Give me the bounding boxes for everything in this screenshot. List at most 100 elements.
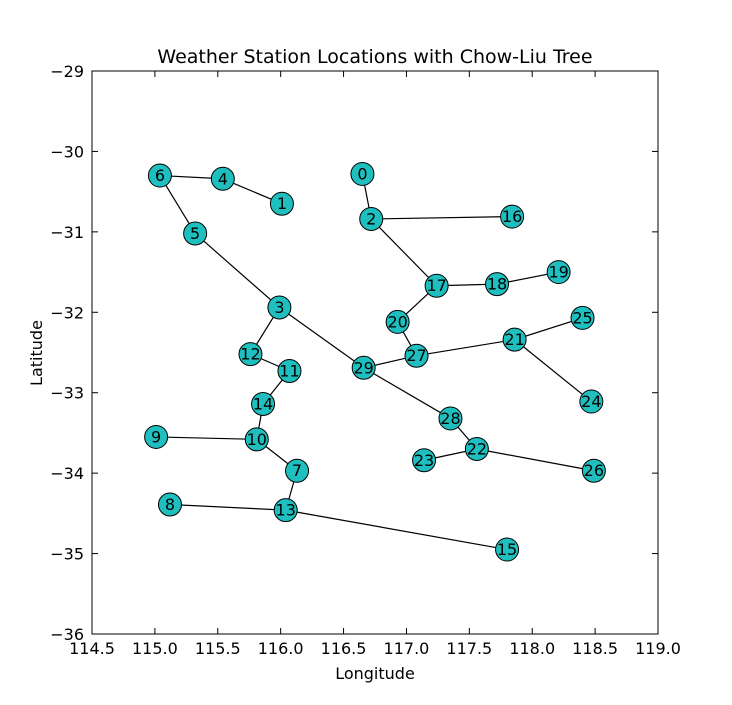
y-tick-label: −31	[50, 223, 84, 242]
station-node: 2	[359, 206, 384, 231]
station-marker	[424, 273, 449, 298]
station-node: 8	[157, 492, 182, 517]
tree-edge	[416, 339, 515, 357]
station-marker	[502, 327, 527, 352]
tree-edge	[371, 215, 513, 220]
station-label: 19	[548, 263, 568, 282]
y-tick-label: −35	[50, 545, 84, 564]
station-label: 4	[218, 169, 228, 188]
station-marker	[147, 163, 172, 188]
station-marker	[495, 537, 520, 562]
station-node: 4	[210, 166, 235, 191]
x-tick-label: 116.5	[321, 639, 367, 658]
station-node: 9	[144, 424, 169, 449]
station-node: 0	[350, 161, 375, 186]
station-label: 28	[440, 409, 460, 428]
station-node: 24	[579, 389, 604, 414]
station-marker	[500, 204, 525, 229]
station-node: 13	[273, 498, 298, 523]
station-marker	[269, 191, 294, 216]
station-node: 29	[351, 355, 376, 380]
station-node: 27	[404, 343, 429, 368]
station-label: 20	[387, 312, 407, 331]
chart-title: Weather Station Locations with Chow-Liu …	[157, 46, 592, 68]
station-node: 3	[267, 295, 292, 320]
station-label: 12	[240, 345, 260, 364]
station-marker	[183, 221, 208, 246]
station-label: 6	[155, 166, 165, 185]
y-tick-label: −36	[50, 625, 84, 644]
plot-frame	[91, 70, 659, 635]
tree-edge	[285, 509, 508, 551]
x-tick-label: 115.0	[132, 639, 178, 658]
station-marker	[464, 437, 489, 462]
tree-edge	[514, 339, 592, 403]
station-marker	[570, 305, 595, 330]
station-marker	[581, 458, 606, 483]
station-node: 17	[424, 273, 449, 298]
station-label: 29	[354, 358, 374, 377]
station-label: 0	[357, 164, 367, 183]
station-node: 19	[546, 260, 571, 285]
x-tick-label: 118.0	[509, 639, 555, 658]
station-marker	[277, 358, 302, 383]
station-label: 7	[292, 461, 302, 480]
station-label: 5	[190, 224, 200, 243]
station-marker	[251, 391, 276, 416]
station-label: 23	[414, 451, 434, 470]
station-node: 1	[269, 191, 294, 216]
station-node: 22	[464, 437, 489, 462]
x-tick-label: 114.5	[69, 639, 115, 658]
station-label: 21	[504, 330, 524, 349]
station-node: 21	[502, 327, 527, 352]
station-label: 16	[502, 207, 522, 226]
station-label: 27	[406, 346, 426, 365]
x-tick-label: 116.0	[258, 639, 304, 658]
axis-ticks: 114.5 115.0 115.5 116.0 116.5 117.0 117.5 118.0…	[50, 62, 681, 658]
station-label: 2	[366, 209, 376, 228]
y-tick-label: −29	[50, 62, 84, 81]
station-label: 14	[253, 394, 273, 413]
station-label: 26	[584, 461, 604, 480]
y-axis-label: Latitude	[27, 320, 46, 386]
station-node: 26	[581, 458, 606, 483]
x-tick-label: 118.5	[572, 639, 618, 658]
station-marker	[273, 498, 298, 523]
station-marker	[351, 355, 376, 380]
station-marker	[144, 424, 169, 449]
station-marker	[210, 166, 235, 191]
y-tick-label: −34	[50, 464, 84, 483]
station-marker	[438, 406, 463, 431]
x-axis-label: Longitude	[335, 664, 415, 683]
station-label: 9	[151, 427, 161, 446]
station-node: 23	[412, 448, 437, 473]
station-label: 8	[165, 495, 175, 514]
tree-edge	[194, 233, 280, 308]
station-marker	[385, 309, 410, 334]
station-label: 24	[581, 392, 601, 411]
station-marker	[485, 272, 510, 297]
station-marker	[412, 448, 437, 473]
station-marker	[359, 206, 384, 231]
station-label: 13	[276, 501, 296, 520]
station-label: 15	[497, 540, 517, 559]
station-marker	[285, 458, 310, 483]
x-tick-label: 117.0	[384, 639, 430, 658]
station-label: 11	[279, 361, 299, 380]
station-marker	[157, 492, 182, 517]
station-marker	[579, 389, 604, 414]
tree-edge	[363, 367, 451, 419]
y-tick-label: −32	[50, 303, 84, 322]
tree-edge	[476, 448, 594, 472]
station-label: 25	[572, 308, 592, 327]
tree-edge	[169, 503, 286, 511]
station-label: 10	[247, 430, 267, 449]
tree-edge	[370, 218, 438, 287]
station-marker	[267, 295, 292, 320]
tree-edge	[156, 436, 257, 440]
station-node: 16	[500, 204, 525, 229]
station-label: 1	[277, 194, 287, 213]
